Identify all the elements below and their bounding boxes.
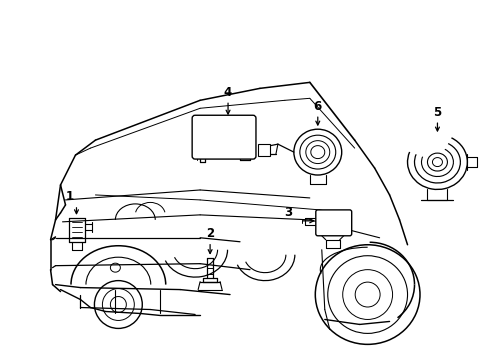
- Text: 4: 4: [224, 86, 232, 99]
- Text: 6: 6: [313, 100, 321, 113]
- FancyBboxPatch shape: [315, 210, 351, 236]
- Text: 2: 2: [205, 227, 214, 240]
- Text: 3: 3: [283, 206, 291, 219]
- Bar: [258, 144, 269, 156]
- Text: 1: 1: [65, 190, 73, 203]
- Text: 5: 5: [432, 106, 441, 119]
- FancyBboxPatch shape: [192, 115, 255, 159]
